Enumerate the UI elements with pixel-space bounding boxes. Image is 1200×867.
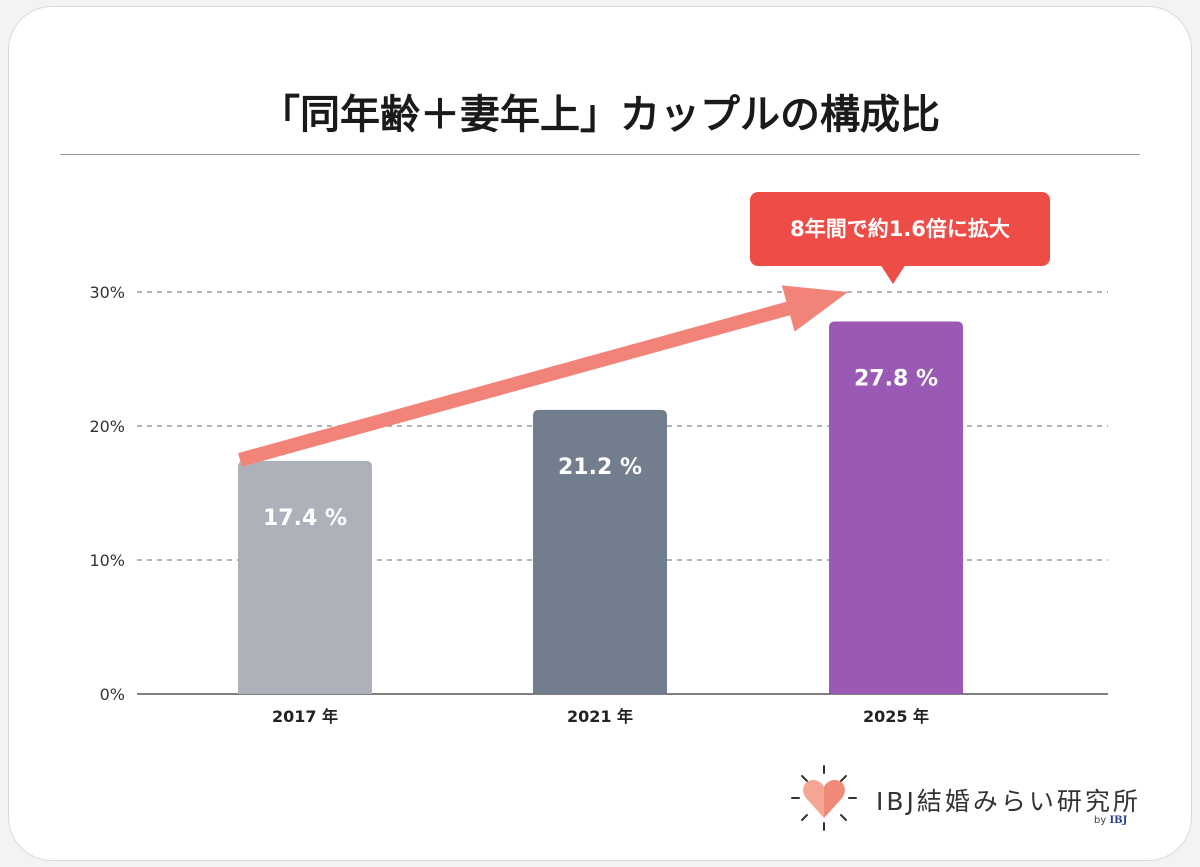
x-tick-label: 2021 年	[567, 707, 633, 726]
ibj-logo	[791, 765, 857, 831]
brand-name: IBJ結婚みらい研究所	[876, 787, 1141, 816]
y-tick-label: 10%	[89, 551, 125, 570]
bar-value-label: 21.2 %	[558, 455, 642, 480]
growth-arrow	[238, 285, 849, 467]
sparkle-icon	[791, 765, 857, 831]
x-tick-label: 2017 年	[272, 707, 338, 726]
y-tick-label: 30%	[89, 283, 125, 302]
brand-byline: by IBJ	[1094, 815, 1127, 826]
byline-by: by	[1094, 815, 1107, 826]
y-tick-label: 0%	[100, 685, 125, 704]
growth-callout: 8年間で約1.6倍に拡大	[750, 192, 1050, 266]
bar-value-label: 17.4 %	[263, 506, 347, 531]
bar-0	[238, 460, 372, 694]
byline-parent: IBJ	[1109, 815, 1128, 826]
bar-1	[533, 409, 667, 694]
callout-pointer	[880, 264, 906, 284]
y-tick-label: 20%	[89, 417, 125, 436]
chart-title: 「同年齢＋妻年上」カップルの構成比	[260, 92, 940, 138]
x-tick-label: 2025 年	[863, 707, 929, 726]
title-divider	[60, 154, 1140, 155]
bar-2	[829, 321, 963, 694]
bar-value-label: 27.8 %	[854, 366, 938, 391]
